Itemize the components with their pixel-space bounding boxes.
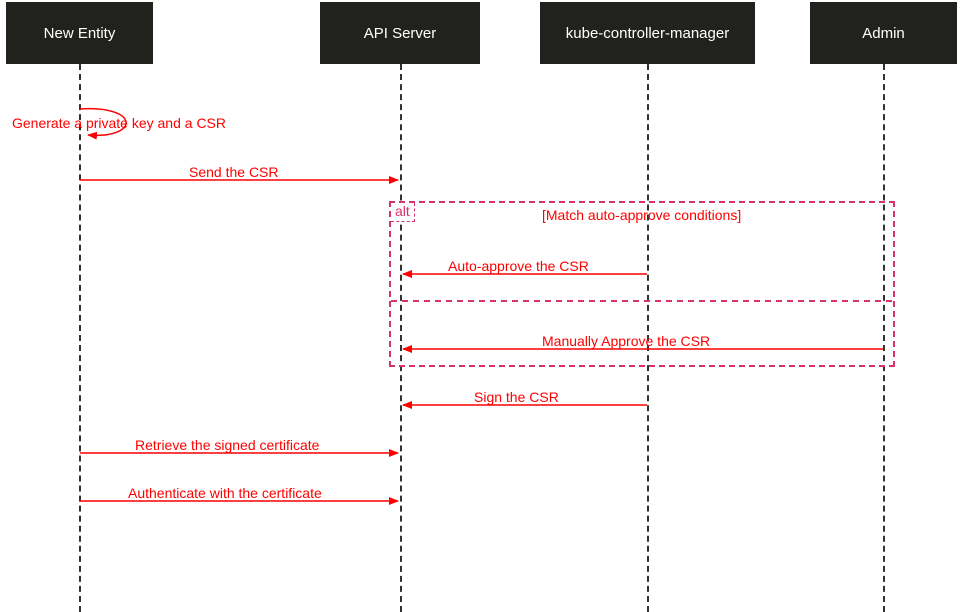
msg-sign-csr: Sign the CSR: [474, 389, 559, 405]
participant-api-server: API Server: [320, 2, 480, 64]
msg-generate-key-csr: Generate a private key and a CSR: [12, 115, 226, 131]
participant-label: API Server: [364, 25, 437, 42]
msg-manual-approve: Manually Approve the CSR: [542, 333, 710, 349]
lifeline-new-entity: [79, 64, 81, 612]
msg-auth-cert: Authenticate with the certificate: [128, 485, 322, 501]
participant-kcm: kube-controller-manager: [540, 2, 755, 64]
msg-retrieve-cert: Retrieve the signed certificate: [135, 437, 319, 453]
participant-new-entity: New Entity: [6, 2, 153, 64]
participant-label: New Entity: [44, 25, 116, 42]
msg-send-csr: Send the CSR: [189, 164, 279, 180]
participant-label: Admin: [862, 25, 905, 42]
participant-admin: Admin: [810, 2, 957, 64]
msg-auto-approve: Auto-approve the CSR: [448, 258, 589, 274]
participant-label: kube-controller-manager: [566, 25, 729, 42]
alt-tag: alt: [391, 203, 415, 222]
alt-condition: [Match auto-approve conditions]: [542, 207, 741, 223]
